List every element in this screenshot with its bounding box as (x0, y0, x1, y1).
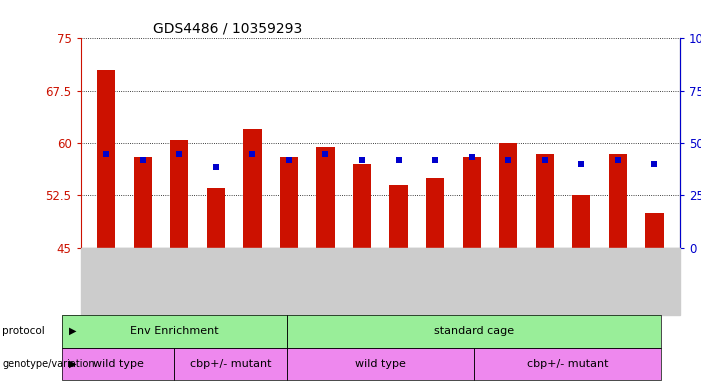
Bar (426, 178, 444, 248)
Bar (608, 154, 627, 248)
Bar (97, 70, 116, 248)
Text: protocol: protocol (2, 326, 45, 336)
Text: wild type: wild type (355, 359, 406, 369)
Bar (280, 157, 298, 248)
Bar (390, 185, 408, 248)
Text: genotype/variation: genotype/variation (2, 359, 95, 369)
Text: GDS4486 / 10359293: GDS4486 / 10359293 (153, 22, 302, 36)
Text: cbp+/- mutant: cbp+/- mutant (527, 359, 608, 369)
Bar (316, 147, 334, 248)
Text: Env Enrichment: Env Enrichment (130, 326, 219, 336)
Text: cbp+/- mutant: cbp+/- mutant (190, 359, 271, 369)
Bar (134, 157, 152, 248)
Bar (207, 189, 225, 248)
Bar (645, 213, 664, 248)
Bar (463, 157, 481, 248)
Text: wild type: wild type (93, 359, 144, 369)
Bar (353, 164, 371, 248)
Bar (572, 195, 590, 248)
Bar (499, 143, 517, 248)
Bar (170, 139, 189, 248)
Bar (536, 154, 554, 248)
Text: ▶: ▶ (69, 326, 76, 336)
Bar (243, 129, 261, 248)
Text: standard cage: standard cage (434, 326, 514, 336)
Text: ▶: ▶ (69, 359, 76, 369)
